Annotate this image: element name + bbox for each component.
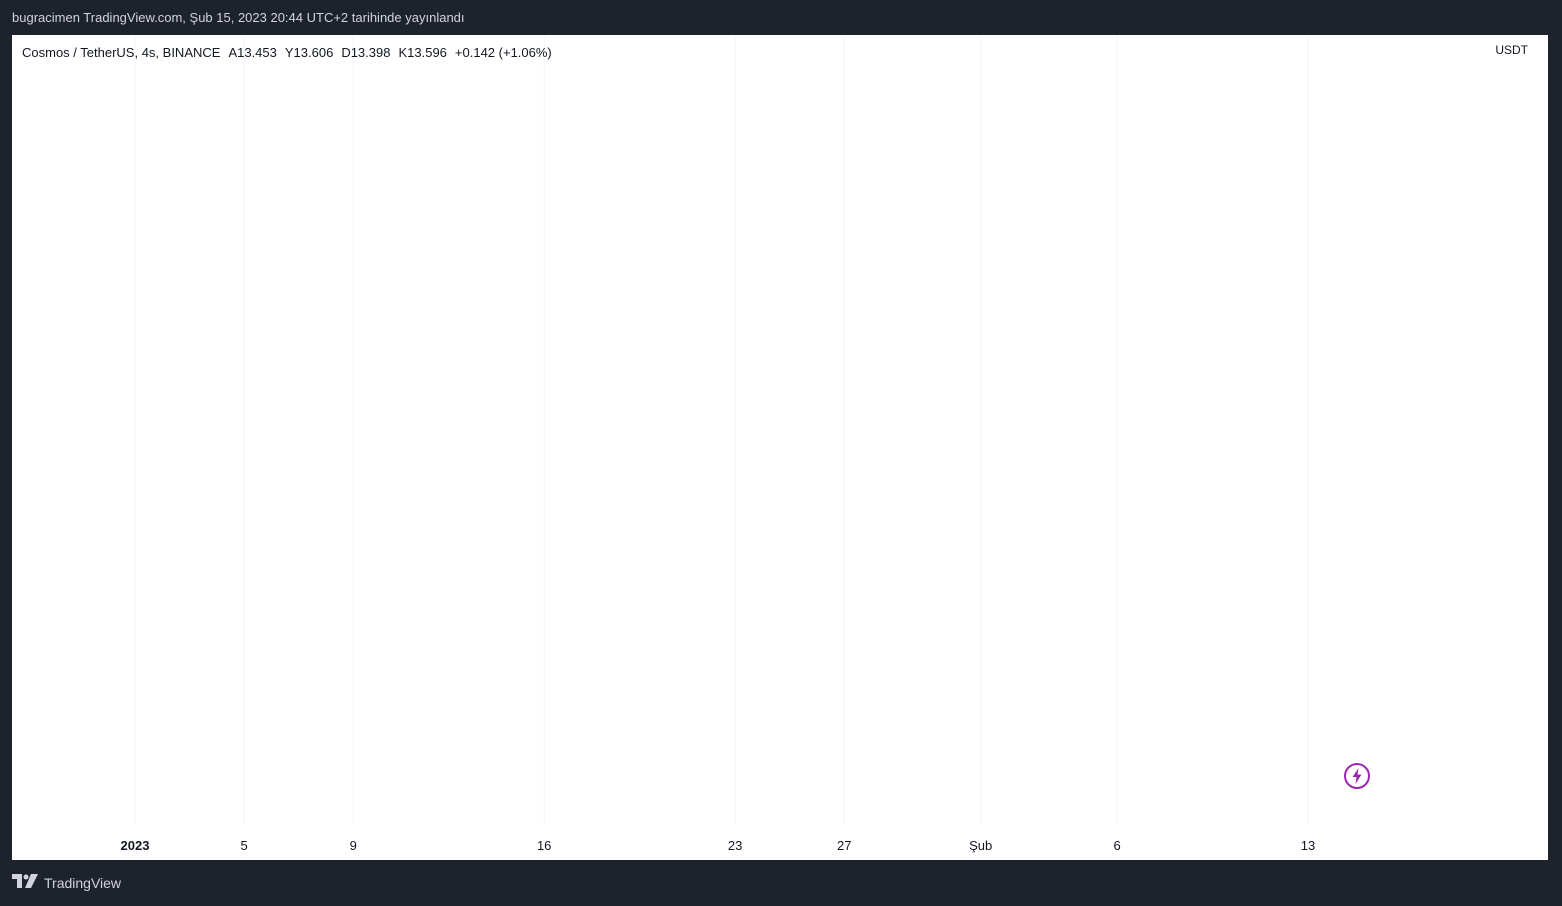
footer: TradingView [12, 874, 121, 891]
x-tick-label: 13 [1301, 838, 1315, 853]
legend-change: +0.142 (+1.06%) [454, 45, 552, 60]
grid [134, 35, 1309, 825]
ohlc-legend: Cosmos / TetherUS, 4s, BINANCE A13.453 Y13… [22, 45, 560, 60]
x-axis: 2023 5 9 16 23 27 Şub 6 13 [121, 838, 1316, 853]
x-tick-label: 2023 [121, 838, 150, 853]
tradingview-logo-icon [12, 874, 38, 891]
lightning-icon[interactable] [1343, 762, 1371, 795]
x-tick-label: 9 [350, 838, 357, 853]
published-by-text: bugracimen TradingView.com, Şub 15, 2023… [12, 10, 465, 25]
x-tick-label: 5 [241, 838, 248, 853]
chart-panel[interactable]: 15.26513.96512.67711.446 15.50015.00014.… [12, 35, 1548, 860]
legend-open: A13.453 [228, 45, 277, 60]
legend-symbol: Cosmos / TetherUS, 4s, BINANCE [22, 45, 221, 60]
footer-brand: TradingView [44, 874, 122, 891]
currency-label: USDT [1495, 43, 1528, 57]
x-tick-label: 27 [837, 838, 851, 853]
legend-high: Y13.606 [284, 45, 334, 60]
legend-low: D13.398 [341, 45, 391, 60]
x-tick-label: 16 [537, 838, 551, 853]
candlestick-chart[interactable]: 15.26513.96512.67711.446 15.50015.00014.… [12, 35, 1548, 860]
legend-close: K13.596 [398, 45, 447, 60]
x-tick-label: 6 [1113, 838, 1120, 853]
x-tick-label: Şub [969, 838, 992, 853]
x-tick-label: 23 [728, 838, 742, 853]
